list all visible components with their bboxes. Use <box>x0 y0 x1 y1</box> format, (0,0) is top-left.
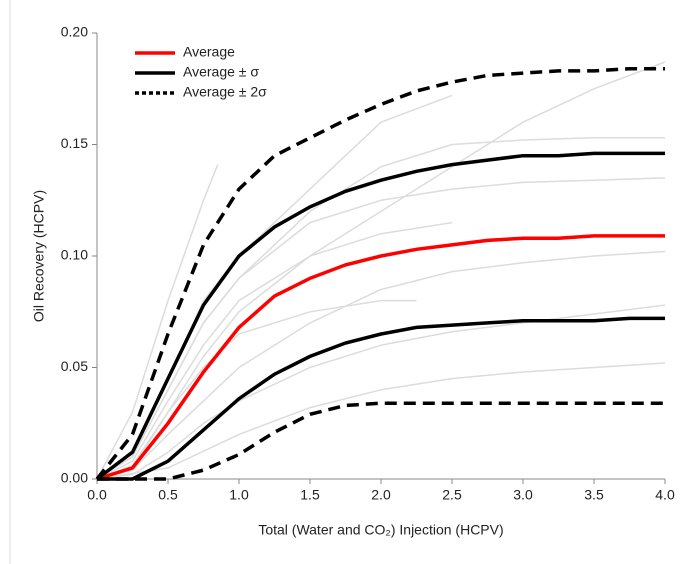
realization-line <box>96 304 666 480</box>
y-tick-label: 0.05 <box>61 358 88 374</box>
series-line <box>95 66 665 481</box>
y-tick-label: 0.15 <box>61 135 88 151</box>
x-axis-title: Total (Water and CO₂) Injection (HCPV) <box>258 522 503 538</box>
realization-line <box>96 362 666 480</box>
y-axis-title: Oil Recovery (HCPV) <box>31 190 47 322</box>
legend-label: Average <box>183 44 235 60</box>
realization-line <box>96 250 666 480</box>
y-tick-label: 0.10 <box>61 247 88 263</box>
realization-line <box>96 221 453 480</box>
x-tick-label: 1.0 <box>229 487 249 503</box>
series-line <box>97 316 665 481</box>
realization-line <box>96 164 219 480</box>
x-tick-label: 3.5 <box>584 487 604 503</box>
y-tick-label: 0.20 <box>61 24 88 40</box>
realization-line <box>96 137 665 480</box>
x-tick-label: 0.0 <box>87 487 107 503</box>
x-tick-label: 2.5 <box>442 487 462 503</box>
series-line <box>97 401 665 481</box>
x-tick-label: 1.5 <box>300 487 320 503</box>
legend-label: Average ± σ <box>183 64 259 80</box>
legend-label: Average ± 2σ <box>183 84 267 100</box>
series-line <box>96 234 665 481</box>
y-tick-label: 0.00 <box>61 470 88 486</box>
x-tick-label: 3.0 <box>513 487 533 503</box>
realization-line <box>96 177 666 480</box>
x-tick-label: 0.5 <box>158 487 178 503</box>
realization-line <box>96 61 666 480</box>
x-tick-label: 4.0 <box>655 487 675 503</box>
x-tick-label: 2.0 <box>371 487 391 503</box>
series-line <box>95 151 665 481</box>
